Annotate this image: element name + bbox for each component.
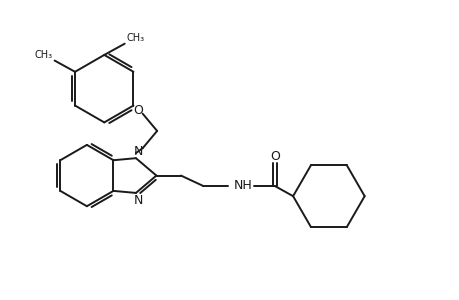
- Text: NH: NH: [233, 179, 252, 192]
- Text: CH₃: CH₃: [34, 50, 52, 59]
- Text: N: N: [133, 194, 142, 207]
- Text: O: O: [269, 150, 279, 163]
- Text: N: N: [133, 145, 142, 158]
- Text: O: O: [134, 104, 143, 117]
- Text: CH₃: CH₃: [127, 33, 145, 43]
